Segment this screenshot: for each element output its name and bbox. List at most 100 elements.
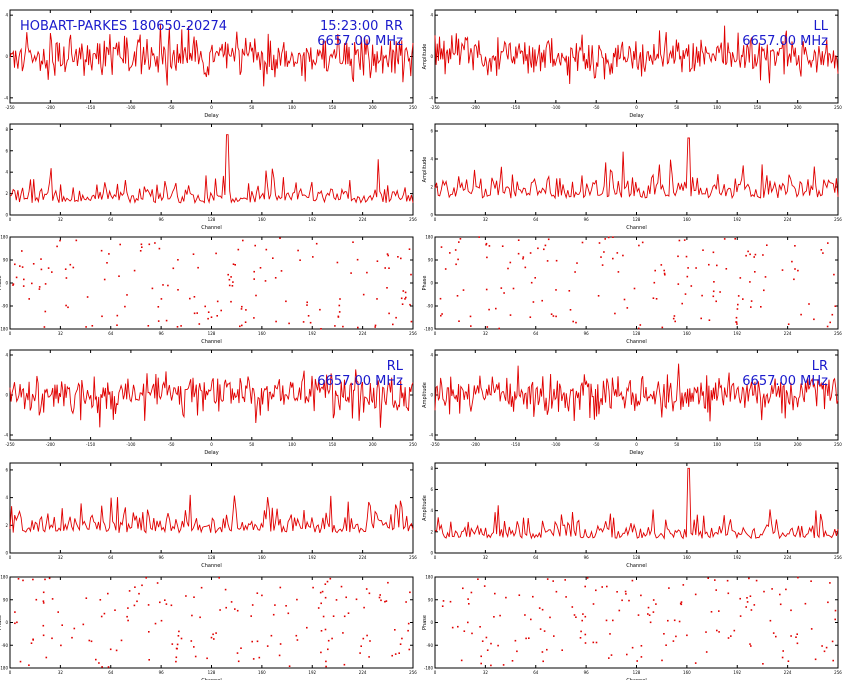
phase-point	[255, 294, 257, 297]
phase-point	[391, 654, 393, 657]
phase-point	[287, 612, 290, 615]
phase-point	[171, 643, 174, 645]
x-axis-label: Channel	[201, 339, 222, 345]
phase-point	[592, 641, 595, 644]
x-tick-label: 50	[249, 442, 255, 447]
phase-point	[471, 632, 473, 635]
phase-point	[177, 635, 180, 637]
phase-point	[99, 599, 102, 601]
phase-point	[439, 297, 442, 300]
phase-point	[832, 659, 834, 662]
phase-point	[754, 271, 756, 273]
phase-point	[571, 606, 574, 608]
phase-point	[165, 603, 168, 605]
phase-point	[479, 626, 481, 628]
time-label: 15:23:00	[320, 19, 378, 34]
phase-point	[176, 643, 179, 646]
phase-point	[763, 289, 765, 292]
phase-point	[43, 326, 46, 328]
phase-point	[82, 623, 85, 626]
phase-point	[320, 630, 323, 632]
phase-point	[368, 656, 370, 658]
x-axis-label: Delay	[204, 450, 218, 456]
x-axis-label: Delay	[629, 113, 643, 119]
phase-point	[708, 319, 711, 321]
phase-point	[779, 593, 781, 596]
phase-point	[700, 317, 702, 320]
phase-point	[398, 652, 400, 654]
phase-point	[133, 269, 136, 272]
phase-point	[459, 238, 462, 240]
y-tick-label: 0	[430, 620, 433, 625]
phase-point	[730, 635, 732, 637]
y-tick-label: 4	[5, 170, 8, 175]
y-axis-label: Phase	[422, 615, 428, 630]
phase-point	[374, 326, 376, 328]
phase-point	[356, 258, 359, 261]
phase-point	[274, 604, 276, 606]
phase-point	[501, 245, 504, 247]
phase-point	[325, 660, 327, 663]
phase-point	[103, 612, 106, 615]
phase-point	[136, 600, 138, 603]
phase-point	[114, 609, 116, 611]
x-tick-label: 96	[584, 555, 590, 560]
phase-point	[749, 281, 751, 283]
data-trace	[9, 494, 414, 534]
phase-point	[387, 581, 389, 584]
phase-point	[343, 663, 346, 666]
phase-point	[402, 290, 405, 292]
phase-point	[245, 309, 247, 311]
phase-point	[509, 261, 512, 264]
phase-point	[335, 599, 338, 601]
x-tick-label: 0	[434, 217, 437, 222]
phase-point	[663, 269, 665, 272]
phase-point	[454, 249, 457, 251]
phase-point	[678, 620, 681, 623]
phase-point	[336, 261, 339, 264]
phase-point	[384, 267, 386, 269]
phase-point	[764, 276, 767, 278]
phase-point	[228, 284, 231, 287]
y-tick-label: 0	[430, 54, 433, 59]
phase-point	[172, 267, 175, 270]
phase-point	[524, 266, 527, 269]
phase-point	[625, 593, 627, 595]
phase-point	[490, 642, 492, 645]
phase-point	[275, 320, 277, 323]
phase-point	[457, 258, 459, 261]
phase-point	[682, 584, 685, 586]
x-axis-label: Channel	[626, 563, 647, 569]
phase-point	[486, 326, 489, 328]
phase-point	[60, 644, 62, 647]
phase-point	[680, 601, 683, 603]
y-tick-label: 0	[5, 213, 8, 218]
phase-point	[297, 249, 299, 252]
phase-point	[498, 327, 500, 330]
x-tick-label: 32	[483, 670, 489, 675]
phase-point	[727, 592, 730, 595]
panel-rr-phase: 0 32 64 96 128 160 192 224 256 180 90 0 -90 -180 Chann…	[0, 235, 417, 346]
phase-point	[65, 277, 68, 279]
x-tick-label: 224	[359, 217, 367, 222]
x-tick-label: -250	[5, 442, 15, 447]
phase-point	[242, 239, 244, 242]
x-tick-label: 256	[409, 217, 417, 222]
phase-point	[762, 254, 764, 256]
x-tick-label: -250	[430, 105, 440, 110]
phase-point	[568, 290, 571, 292]
phase-point	[458, 241, 460, 243]
phase-point	[279, 586, 282, 589]
phase-point	[499, 614, 501, 617]
phase-point	[28, 298, 30, 300]
phase-point	[126, 294, 128, 296]
phase-point	[497, 644, 499, 647]
phase-point	[98, 662, 100, 664]
phase-point	[823, 650, 826, 653]
phase-point	[622, 254, 624, 257]
x-tick-label: 250	[834, 442, 842, 447]
data-trace	[9, 134, 414, 204]
phase-point	[561, 649, 563, 651]
phase-point	[231, 285, 234, 287]
